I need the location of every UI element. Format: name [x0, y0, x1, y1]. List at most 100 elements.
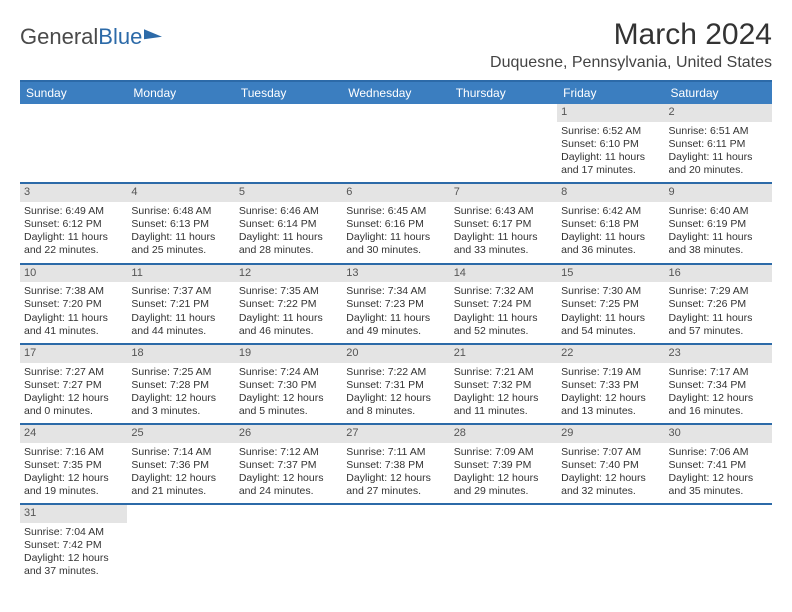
weeks-container: 1Sunrise: 6:52 AMSunset: 6:10 PMDaylight…: [20, 104, 772, 584]
day-body: Sunrise: 7:14 AMSunset: 7:36 PMDaylight:…: [127, 443, 234, 504]
day-cell: [127, 104, 234, 182]
day-body: Sunrise: 7:17 AMSunset: 7:34 PMDaylight:…: [665, 363, 772, 424]
day-body: Sunrise: 7:30 AMSunset: 7:25 PMDaylight:…: [557, 282, 664, 343]
day-cell: [665, 505, 772, 583]
day-body: Sunrise: 6:45 AMSunset: 6:16 PMDaylight:…: [342, 202, 449, 263]
day-cell: [342, 505, 449, 583]
logo-text-2: Blue: [98, 24, 142, 50]
day-header: Saturday: [665, 82, 772, 104]
sunset-text: Sunset: 6:11 PM: [669, 138, 768, 151]
daylight-text: Daylight: 11 hours and 30 minutes.: [346, 231, 445, 257]
day-header: Wednesday: [342, 82, 449, 104]
sunrise-text: Sunrise: 6:45 AM: [346, 205, 445, 218]
sunset-text: Sunset: 6:10 PM: [561, 138, 660, 151]
day-number: 3: [20, 184, 127, 202]
sunrise-text: Sunrise: 6:43 AM: [454, 205, 553, 218]
sunset-text: Sunset: 7:27 PM: [24, 379, 123, 392]
day-header: Sunday: [20, 82, 127, 104]
day-body: Sunrise: 7:19 AMSunset: 7:33 PMDaylight:…: [557, 363, 664, 424]
daylight-text: Daylight: 12 hours and 19 minutes.: [24, 472, 123, 498]
day-number: 5: [235, 184, 342, 202]
day-cell: 19Sunrise: 7:24 AMSunset: 7:30 PMDayligh…: [235, 345, 342, 423]
day-number: 29: [557, 425, 664, 443]
day-number: 15: [557, 265, 664, 283]
sunrise-text: Sunrise: 6:48 AM: [131, 205, 230, 218]
sunset-text: Sunset: 7:32 PM: [454, 379, 553, 392]
day-number: 14: [450, 265, 557, 283]
daylight-text: Daylight: 11 hours and 36 minutes.: [561, 231, 660, 257]
day-number: 2: [665, 104, 772, 122]
sunset-text: Sunset: 7:37 PM: [239, 459, 338, 472]
daylight-text: Daylight: 11 hours and 41 minutes.: [24, 312, 123, 338]
sunrise-text: Sunrise: 7:25 AM: [131, 366, 230, 379]
daylight-text: Daylight: 12 hours and 37 minutes.: [24, 552, 123, 578]
day-cell: 6Sunrise: 6:45 AMSunset: 6:16 PMDaylight…: [342, 184, 449, 262]
day-body: Sunrise: 6:46 AMSunset: 6:14 PMDaylight:…: [235, 202, 342, 263]
day-body: Sunrise: 6:51 AMSunset: 6:11 PMDaylight:…: [665, 122, 772, 183]
sunrise-text: Sunrise: 7:35 AM: [239, 285, 338, 298]
day-cell: [342, 104, 449, 182]
day-cell: 16Sunrise: 7:29 AMSunset: 7:26 PMDayligh…: [665, 265, 772, 343]
sunrise-text: Sunrise: 7:38 AM: [24, 285, 123, 298]
daylight-text: Daylight: 12 hours and 35 minutes.: [669, 472, 768, 498]
day-cell: [450, 505, 557, 583]
day-cell: [450, 104, 557, 182]
sunrise-text: Sunrise: 7:34 AM: [346, 285, 445, 298]
location-label: Duquesne, Pennsylvania, United States: [490, 54, 772, 72]
week-row: 3Sunrise: 6:49 AMSunset: 6:12 PMDaylight…: [20, 184, 772, 264]
day-body: Sunrise: 6:43 AMSunset: 6:17 PMDaylight:…: [450, 202, 557, 263]
day-cell: 27Sunrise: 7:11 AMSunset: 7:38 PMDayligh…: [342, 425, 449, 503]
daylight-text: Daylight: 11 hours and 54 minutes.: [561, 312, 660, 338]
day-cell: 23Sunrise: 7:17 AMSunset: 7:34 PMDayligh…: [665, 345, 772, 423]
day-cell: 29Sunrise: 7:07 AMSunset: 7:40 PMDayligh…: [557, 425, 664, 503]
day-number: 26: [235, 425, 342, 443]
day-cell: 20Sunrise: 7:22 AMSunset: 7:31 PMDayligh…: [342, 345, 449, 423]
sunrise-text: Sunrise: 7:11 AM: [346, 446, 445, 459]
page-title: March 2024: [490, 18, 772, 52]
day-body: Sunrise: 7:35 AMSunset: 7:22 PMDaylight:…: [235, 282, 342, 343]
day-number: 20: [342, 345, 449, 363]
day-body: Sunrise: 7:22 AMSunset: 7:31 PMDaylight:…: [342, 363, 449, 424]
day-number: 28: [450, 425, 557, 443]
sunset-text: Sunset: 7:26 PM: [669, 298, 768, 311]
sunrise-text: Sunrise: 6:49 AM: [24, 205, 123, 218]
day-cell: [127, 505, 234, 583]
day-body: Sunrise: 7:04 AMSunset: 7:42 PMDaylight:…: [20, 523, 127, 584]
sunrise-text: Sunrise: 7:37 AM: [131, 285, 230, 298]
day-body: Sunrise: 7:16 AMSunset: 7:35 PMDaylight:…: [20, 443, 127, 504]
sunset-text: Sunset: 7:31 PM: [346, 379, 445, 392]
day-number: 23: [665, 345, 772, 363]
day-body: Sunrise: 7:07 AMSunset: 7:40 PMDaylight:…: [557, 443, 664, 504]
sunset-text: Sunset: 6:14 PM: [239, 218, 338, 231]
day-cell: [20, 104, 127, 182]
day-cell: 3Sunrise: 6:49 AMSunset: 6:12 PMDaylight…: [20, 184, 127, 262]
sunset-text: Sunset: 7:24 PM: [454, 298, 553, 311]
daylight-text: Daylight: 12 hours and 24 minutes.: [239, 472, 338, 498]
logo: GeneralBlue: [20, 18, 162, 50]
day-body: Sunrise: 6:49 AMSunset: 6:12 PMDaylight:…: [20, 202, 127, 263]
day-cell: 21Sunrise: 7:21 AMSunset: 7:32 PMDayligh…: [450, 345, 557, 423]
sunset-text: Sunset: 6:19 PM: [669, 218, 768, 231]
sunrise-text: Sunrise: 7:17 AM: [669, 366, 768, 379]
day-cell: 10Sunrise: 7:38 AMSunset: 7:20 PMDayligh…: [20, 265, 127, 343]
day-number: 27: [342, 425, 449, 443]
day-number: 4: [127, 184, 234, 202]
sunset-text: Sunset: 7:34 PM: [669, 379, 768, 392]
day-number: 18: [127, 345, 234, 363]
daylight-text: Daylight: 12 hours and 21 minutes.: [131, 472, 230, 498]
sunrise-text: Sunrise: 7:27 AM: [24, 366, 123, 379]
week-row: 17Sunrise: 7:27 AMSunset: 7:27 PMDayligh…: [20, 345, 772, 425]
daylight-text: Daylight: 12 hours and 29 minutes.: [454, 472, 553, 498]
day-cell: 12Sunrise: 7:35 AMSunset: 7:22 PMDayligh…: [235, 265, 342, 343]
day-body: Sunrise: 7:32 AMSunset: 7:24 PMDaylight:…: [450, 282, 557, 343]
day-cell: 5Sunrise: 6:46 AMSunset: 6:14 PMDaylight…: [235, 184, 342, 262]
calendar: SundayMondayTuesdayWednesdayThursdayFrid…: [20, 80, 772, 584]
day-number: 16: [665, 265, 772, 283]
day-cell: [557, 505, 664, 583]
logo-text-1: General: [20, 24, 98, 50]
day-cell: 30Sunrise: 7:06 AMSunset: 7:41 PMDayligh…: [665, 425, 772, 503]
day-number: 22: [557, 345, 664, 363]
day-cell: 2Sunrise: 6:51 AMSunset: 6:11 PMDaylight…: [665, 104, 772, 182]
sunrise-text: Sunrise: 7:24 AM: [239, 366, 338, 379]
day-cell: 14Sunrise: 7:32 AMSunset: 7:24 PMDayligh…: [450, 265, 557, 343]
